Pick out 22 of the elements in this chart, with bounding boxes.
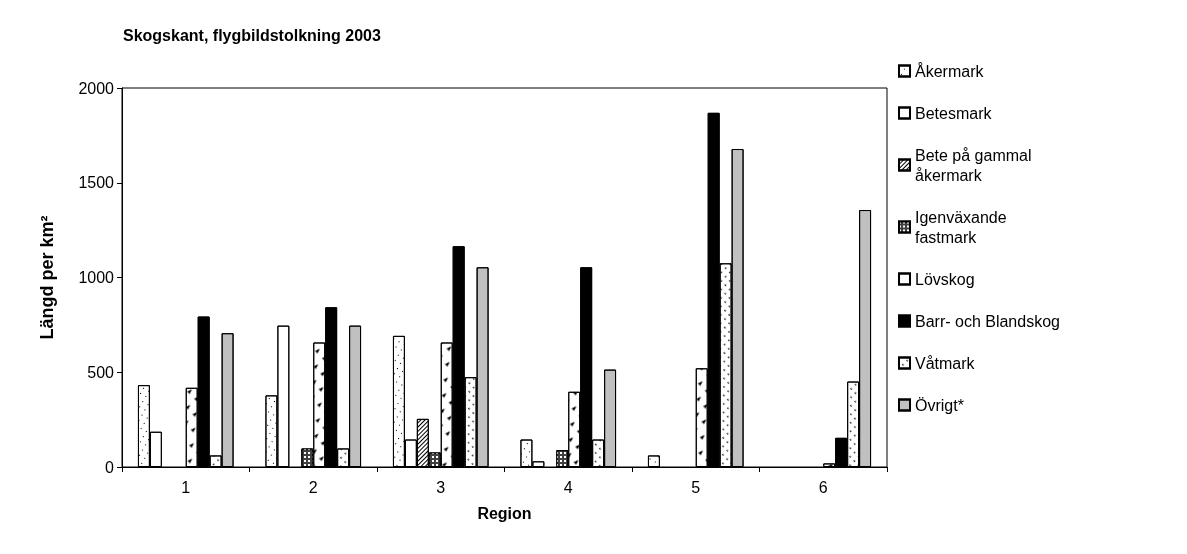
x-tick-label: 4: [563, 478, 573, 496]
y-tick-label: 1500: [78, 174, 115, 192]
x-tick-label: 1: [181, 478, 191, 496]
legend-label: Igenväxande fastmark: [915, 208, 1012, 246]
y-tick-label: 1000: [78, 269, 115, 286]
legend-label: Lövskog: [915, 270, 975, 288]
chart-title: Skogskant, flygbildstolkning 2003: [123, 26, 381, 44]
y-tick-label: 2000: [78, 79, 115, 97]
x-tick-label: 2: [308, 478, 318, 496]
legend-label: Betesmark: [915, 104, 993, 122]
y-tick-label: 0: [105, 458, 115, 476]
legend-label: Bete på gammal åkermark: [915, 146, 1036, 184]
y-axis-title: Längd per km²: [37, 215, 57, 340]
legend-label: Barr- och Blandskog: [915, 312, 1060, 330]
x-tick-label: 5: [691, 478, 701, 496]
legend-label: Åkermark: [915, 61, 985, 80]
legend-label: Övrigt*: [915, 396, 964, 414]
legend-label: Våtmark: [915, 354, 976, 372]
x-tick-label: 3: [436, 478, 446, 496]
x-axis-title: Region: [477, 504, 532, 522]
x-tick-label: 6: [818, 478, 828, 496]
y-tick-label: 500: [87, 363, 115, 381]
